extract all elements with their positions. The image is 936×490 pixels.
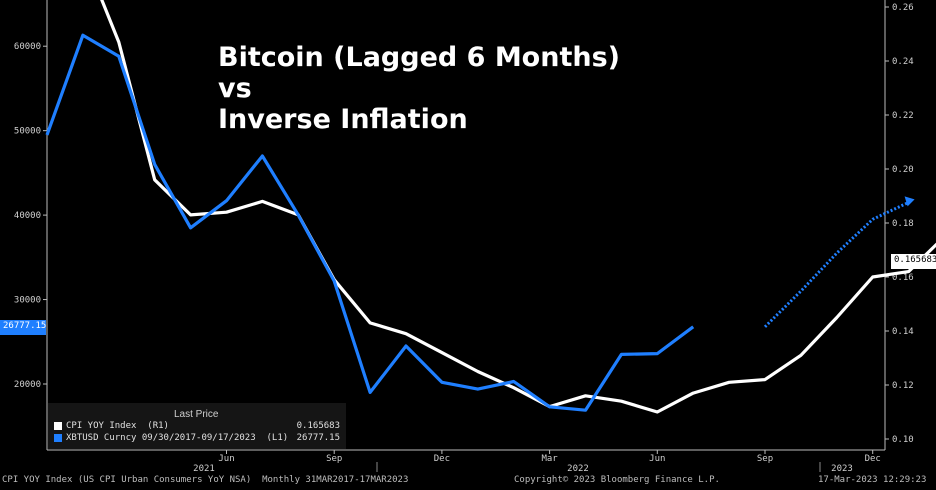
legend-swatch-white (54, 422, 62, 430)
chart-title: Bitcoin (Lagged 6 Months) vs Inverse Inf… (218, 42, 620, 135)
left-last-price-tag: 26777.15 (0, 320, 46, 335)
footer-source: CPI YOY Index (US CPI Urban Consumers Yo… (2, 475, 409, 485)
x-month-label: Jun (218, 454, 234, 464)
x-month-label: Jun (649, 454, 665, 464)
footer-timestamp: 17-Mar-2023 12:29:23 (818, 475, 927, 485)
series-layer (45, 0, 936, 414)
right-tick-label: 0.16 (892, 273, 914, 283)
right-tick-label: 0.26 (892, 3, 914, 13)
left-tick-label: 30000 (14, 296, 41, 306)
right-tick-label: 0.20 (892, 165, 914, 175)
legend: Last Price CPI YOY Index (R1) 0.165683 X… (48, 403, 346, 449)
left-tick-label: 50000 (14, 127, 41, 137)
right-tick-label: 0.14 (892, 327, 914, 337)
legend-series-name: CPI YOY Index (R1) (66, 421, 169, 431)
legend-header: Last Price (174, 409, 219, 420)
right-tick-label: 0.24 (892, 57, 914, 67)
title-line: Inverse Inflation (218, 104, 468, 135)
left-tick-label: 60000 (14, 42, 41, 52)
title-line: vs (218, 73, 252, 104)
legend-swatch-blue (54, 434, 62, 442)
axes: 20000 30000 40000 50000 60000 0.10 0.12 0.14 0.1… (14, 0, 914, 474)
x-year-label: 2023 (831, 464, 853, 474)
projection-arrowhead (904, 196, 915, 207)
x-year-label: 2022 (567, 464, 589, 474)
x-month-label: Dec (865, 454, 881, 464)
x-month-label: Mar (541, 454, 558, 464)
right-tick-label: 0.12 (892, 381, 914, 391)
left-tick-label: 40000 (14, 211, 41, 221)
footer-copyright: Copyright© 2023 Bloomberg Finance L.P. (514, 475, 720, 485)
legend-series-value: 0.165683 (296, 421, 340, 431)
title-line: Bitcoin (Lagged 6 Months) (218, 42, 620, 73)
right-tick-label: 0.22 (892, 111, 914, 121)
x-month-label: Sep (757, 454, 773, 464)
right-tick-label: 0.18 (892, 219, 914, 229)
x-year-label: 2021 (193, 464, 215, 474)
legend-row-cpi: CPI YOY Index (R1) 0.165683 (54, 421, 344, 433)
legend-series-value: 26777.15 (296, 433, 340, 443)
legend-row-xbt: XBTUSD Curncy 09/30/2017-09/17/2023 (L1)… (54, 433, 344, 445)
left-tick-label: 20000 (14, 380, 41, 390)
legend-series-name: XBTUSD Curncy 09/30/2017-09/17/2023 (L1) (66, 433, 289, 443)
right-last-price-tag: 0.165683 (891, 254, 936, 269)
right-tick-label: 0.10 (892, 435, 914, 445)
x-month-label: Sep (326, 454, 342, 464)
x-month-label: Dec (434, 454, 450, 464)
series-line-xbtusd-projection (763, 201, 910, 328)
